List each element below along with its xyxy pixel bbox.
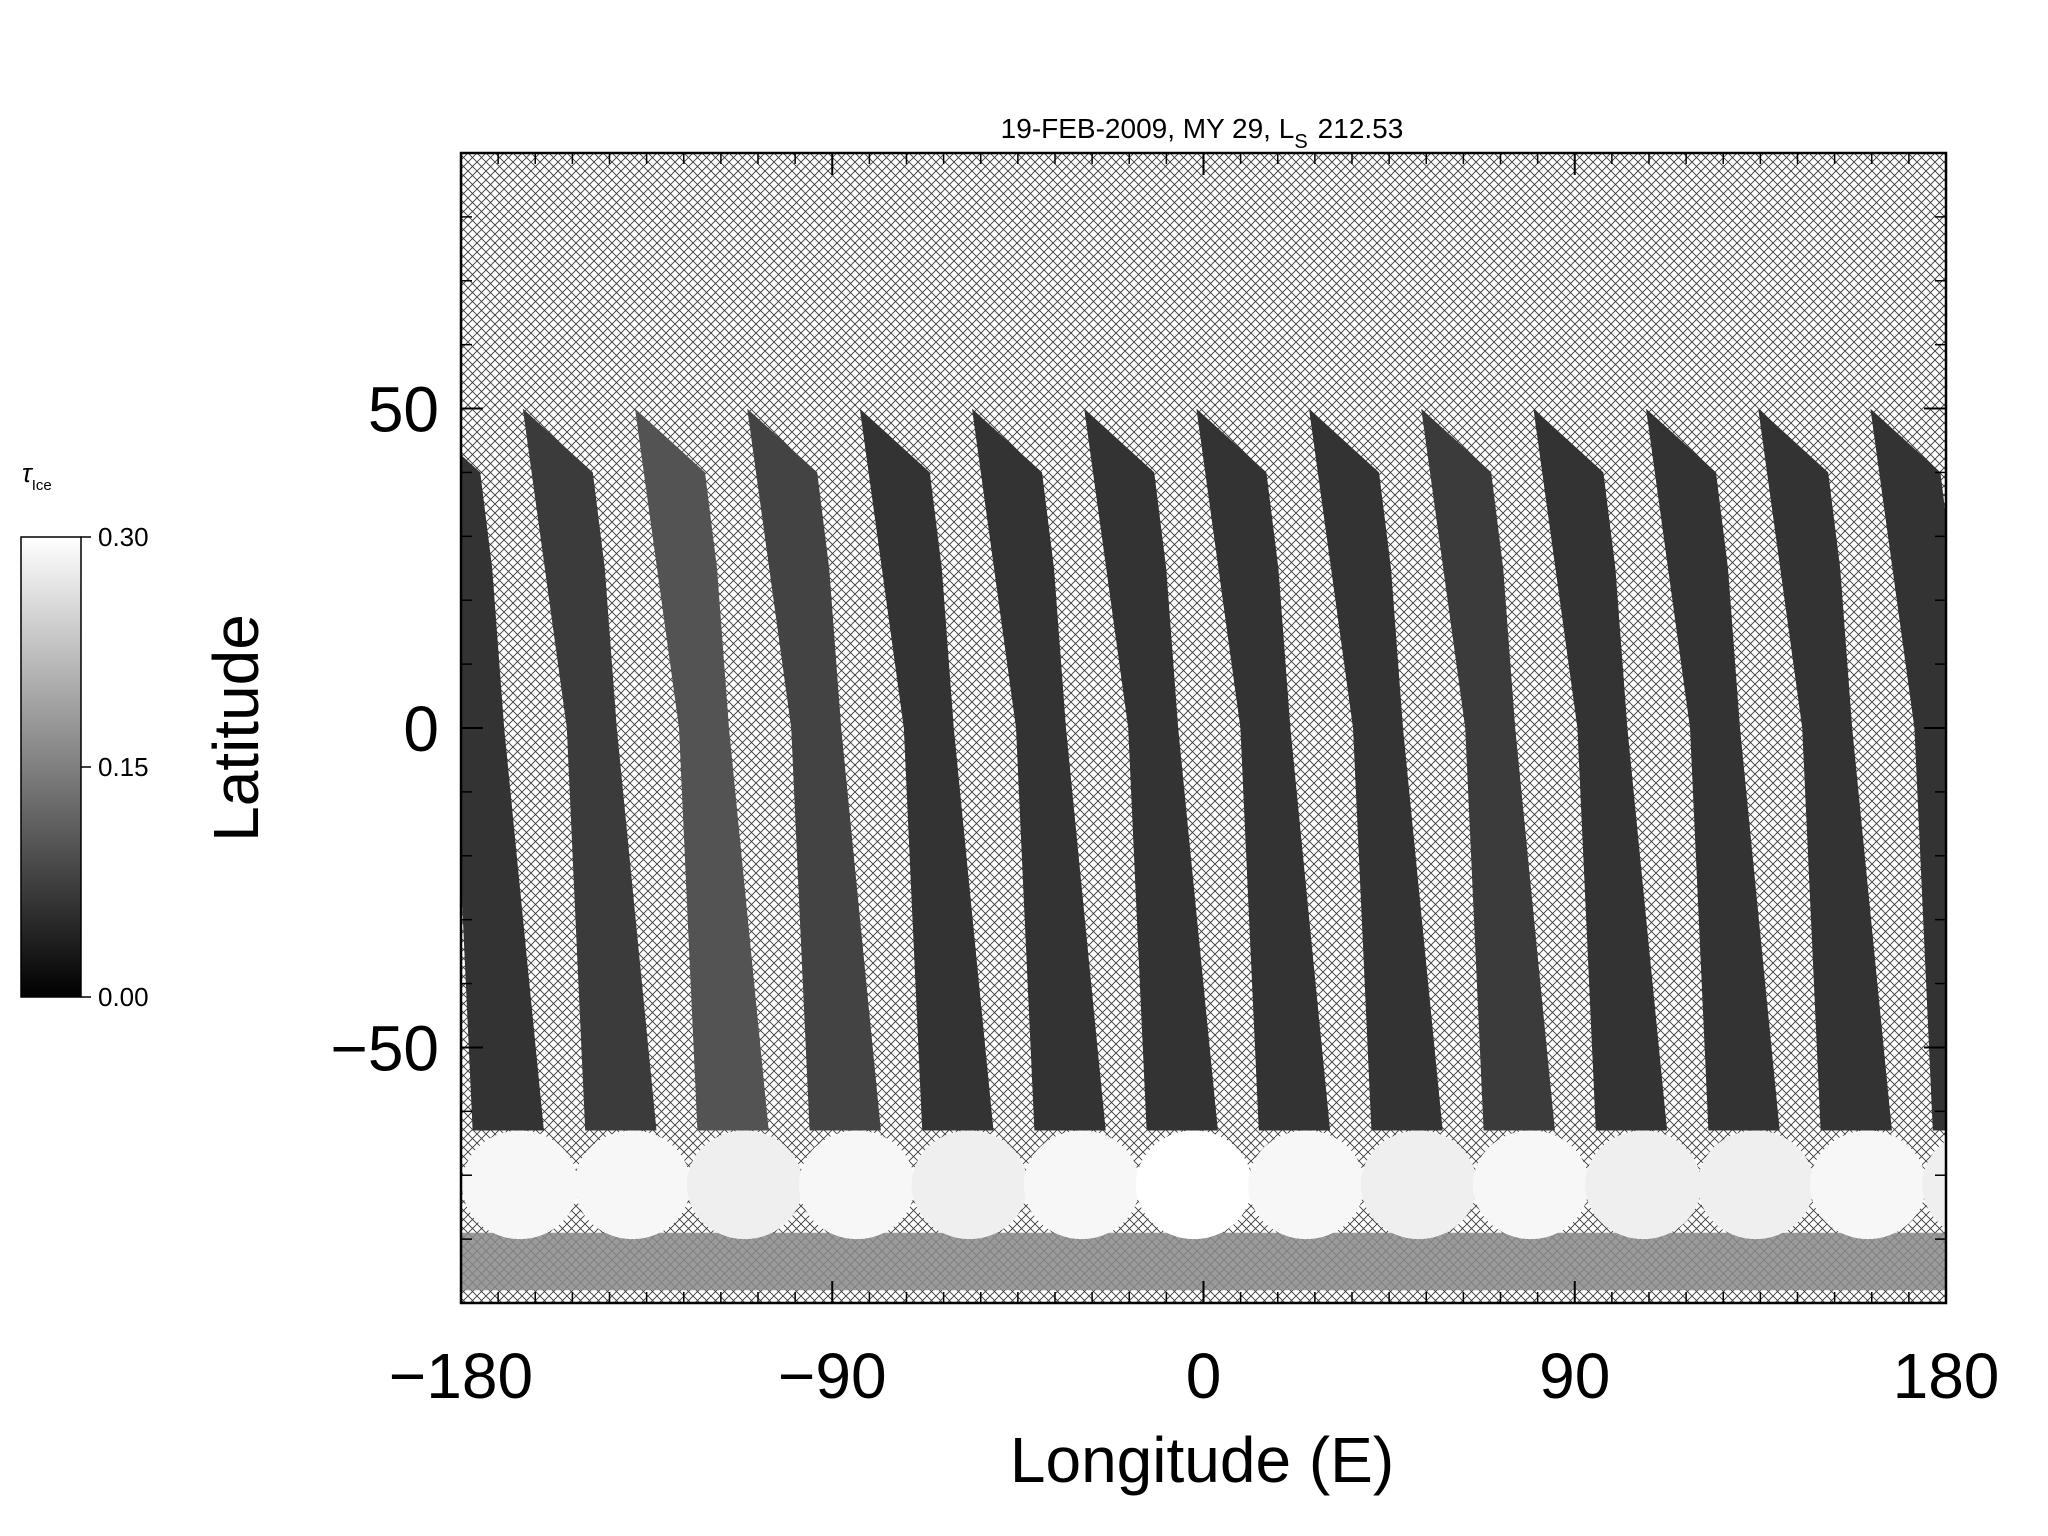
x-tick-label: 180: [1893, 1340, 2000, 1412]
x-tick-label: −180: [389, 1340, 533, 1412]
polar-cap: [1023, 1130, 1140, 1240]
polar-cap: [1697, 1130, 1814, 1240]
axes: −180 −90 0 90 180 −50 0 50: [330, 153, 1999, 1412]
polar-cap: [574, 1130, 691, 1240]
swath: [972, 408, 1106, 1131]
polar-cap: [1360, 1130, 1477, 1240]
colorbar: [20, 536, 82, 998]
swath: [635, 408, 769, 1131]
polar-cap: [686, 1130, 803, 1240]
colorbar-ticks: 0.00 0.15 0.30: [81, 522, 149, 1012]
title-suffix: 212.53: [1318, 113, 1404, 144]
swaths: [461, 408, 1946, 1291]
swath: [859, 408, 994, 1131]
swath: [1758, 408, 1892, 1131]
y-axis-label: Latitude: [200, 614, 272, 842]
polar-cap: [798, 1130, 915, 1240]
colorbar-label: τIce: [22, 458, 52, 494]
polar-cap: [461, 1130, 578, 1240]
polar-cap: [1135, 1130, 1252, 1240]
x-tick-label: 0: [1186, 1340, 1222, 1412]
south-polar-band: [461, 1232, 1946, 1291]
title-subscript: S: [1294, 131, 1307, 153]
colorbar-subscript: Ice: [32, 477, 52, 494]
y-tick-label: 50: [368, 374, 439, 446]
polar-cap: [1809, 1130, 1926, 1240]
swath: [1646, 408, 1780, 1131]
swath: [1196, 408, 1331, 1131]
colorbar-tick-label: 0.30: [98, 522, 149, 552]
swath: [461, 454, 544, 1131]
y-tick-label: 0: [403, 693, 439, 765]
colorbar-tick-label: 0.00: [98, 982, 149, 1012]
swath: [1421, 408, 1555, 1131]
polar-cap: [1248, 1130, 1365, 1240]
polar-cap: [911, 1130, 1028, 1240]
swath: [1084, 408, 1218, 1131]
polar-cap: [1585, 1130, 1702, 1240]
x-tick-label: 90: [1539, 1340, 1610, 1412]
polar-cap: [1472, 1130, 1589, 1240]
y-tick-label: −50: [330, 1012, 439, 1084]
swath: [522, 408, 657, 1131]
swath: [1870, 408, 1946, 1131]
colorbar-tick-label: 0.15: [98, 752, 149, 782]
chart-title: 19-FEB-2009, MY 29, LS 212.53: [1001, 113, 1404, 153]
title-main: 19-FEB-2009, MY 29, L: [1001, 113, 1295, 144]
polar-cap: [1922, 1140, 1946, 1229]
x-axis-label: Longitude (E): [1010, 1424, 1394, 1496]
colorbar-symbol: τ: [22, 458, 34, 488]
swath: [1309, 408, 1443, 1131]
swath: [747, 408, 881, 1131]
x-tick-label: −90: [778, 1340, 887, 1412]
swath: [1533, 408, 1668, 1131]
